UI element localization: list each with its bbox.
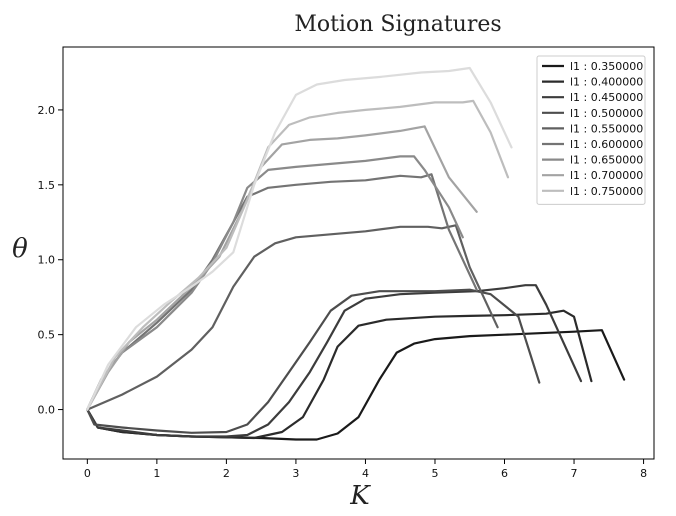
legend: l1 : 0.350000 l1 : 0.400000 l1 : 0.450000 l… [536,55,646,205]
legend-entry: l1 : 0.550000 [570,122,643,135]
series-line-8 [86,99,510,411]
legend-entry: l1 : 0.750000 [570,185,643,198]
x-tick-label: 1 [153,467,160,480]
series-line-6 [86,155,464,411]
x-tick-label: 2 [223,467,230,480]
legend-entry: l1 : 0.350000 [570,60,643,73]
legend-entry: l1 : 0.500000 [570,107,643,120]
y-tick-label: 0.5 [38,329,56,342]
x-tick-label: 5 [431,467,438,480]
plot-area [62,46,655,460]
x-tick-label: 4 [362,467,369,480]
y-tick-label: 1.5 [38,179,56,192]
series-line-4 [86,224,499,411]
legend-entry: l1 : 0.600000 [570,138,643,151]
legend-entry: l1 : 0.450000 [570,91,643,104]
x-axis-label: K [349,481,371,511]
legend-box [536,55,646,205]
legend-entry: l1 : 0.650000 [570,154,643,167]
x-tick-label: 6 [501,467,508,480]
series-line-2 [86,284,583,438]
y-axis-label: θ [12,234,28,264]
x-tick-label: 8 [640,467,647,480]
x-axis: 0 1 2 3 4 5 6 7 8 [84,459,647,480]
series-line-9 [86,66,513,411]
y-tick-label: 1.0 [38,254,56,267]
chart-title: Motion Signatures [294,12,501,37]
y-tick-label: 0.0 [38,404,56,417]
y-tick-label: 2.0 [38,104,56,117]
x-tick-label: 7 [571,467,578,480]
x-tick-label: 3 [292,467,299,480]
series-line-7 [86,125,478,411]
x-tick-label: 0 [84,467,91,480]
series-lines [86,66,626,441]
legend-entry: l1 : 0.400000 [570,76,643,89]
legend-entry: l1 : 0.700000 [570,169,643,182]
y-axis: 0.0 0.5 1.0 1.5 2.0 [38,104,63,417]
series-line-0 [86,329,626,441]
series-line-5 [86,173,478,411]
series-line-3 [86,288,541,434]
series-line-1 [86,309,593,440]
